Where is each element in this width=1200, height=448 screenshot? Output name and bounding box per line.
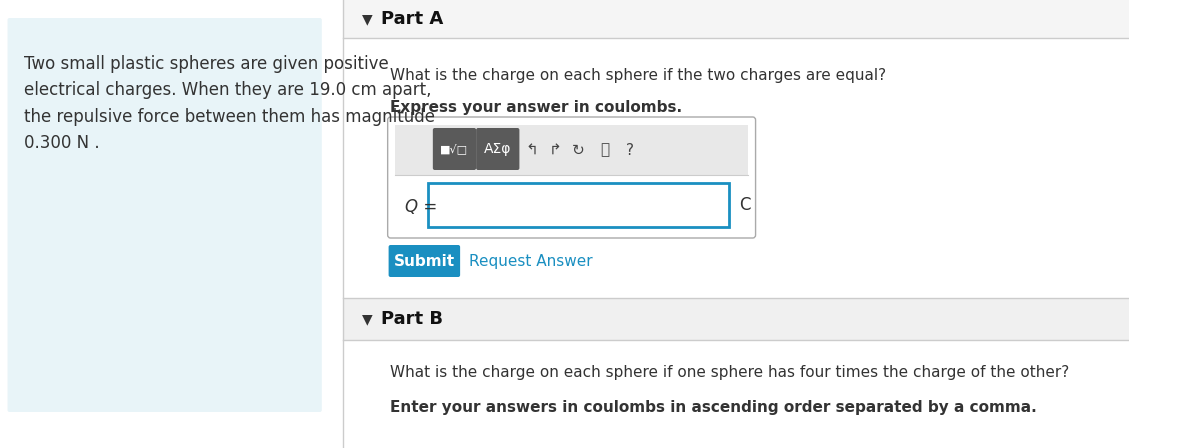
Bar (343, 340, 1129, 448)
Text: ?: ? (626, 142, 635, 158)
Text: Enter your answers in coulombs in ascending order separated by a comma.: Enter your answers in coulombs in ascend… (390, 400, 1037, 415)
FancyBboxPatch shape (389, 245, 460, 277)
Text: Express your answer in coulombs.: Express your answer in coulombs. (390, 100, 683, 115)
Text: Two small plastic spheres are given positive
electrical charges. When they are 1: Two small plastic spheres are given posi… (24, 55, 434, 152)
Bar (343, 38, 1129, 318)
Text: C: C (739, 196, 750, 214)
Text: ▼: ▼ (362, 12, 373, 26)
Bar (343, 298, 1129, 448)
Text: AΣφ: AΣφ (484, 142, 511, 156)
Text: ■√□: ■√□ (440, 144, 468, 155)
Bar (428, 183, 730, 227)
Bar (343, 0, 1129, 38)
Text: Submit: Submit (394, 254, 455, 268)
Text: What is the charge on each sphere if one sphere has four times the charge of the: What is the charge on each sphere if one… (390, 365, 1069, 380)
Text: ⬛: ⬛ (600, 142, 610, 158)
Text: Part A: Part A (382, 10, 443, 28)
Text: What is the charge on each sphere if the two charges are equal?: What is the charge on each sphere if the… (390, 68, 887, 83)
Text: Request Answer: Request Answer (468, 254, 593, 268)
FancyBboxPatch shape (476, 128, 520, 170)
FancyBboxPatch shape (433, 128, 476, 170)
Text: ↱: ↱ (548, 142, 562, 158)
FancyBboxPatch shape (7, 18, 322, 412)
Bar (395, 125, 748, 175)
Text: Part B: Part B (382, 310, 443, 328)
Text: ↰: ↰ (526, 142, 538, 158)
Text: ↻: ↻ (572, 142, 586, 158)
Text: Q =: Q = (404, 198, 437, 216)
FancyBboxPatch shape (388, 117, 756, 238)
Text: ▼: ▼ (362, 312, 373, 326)
